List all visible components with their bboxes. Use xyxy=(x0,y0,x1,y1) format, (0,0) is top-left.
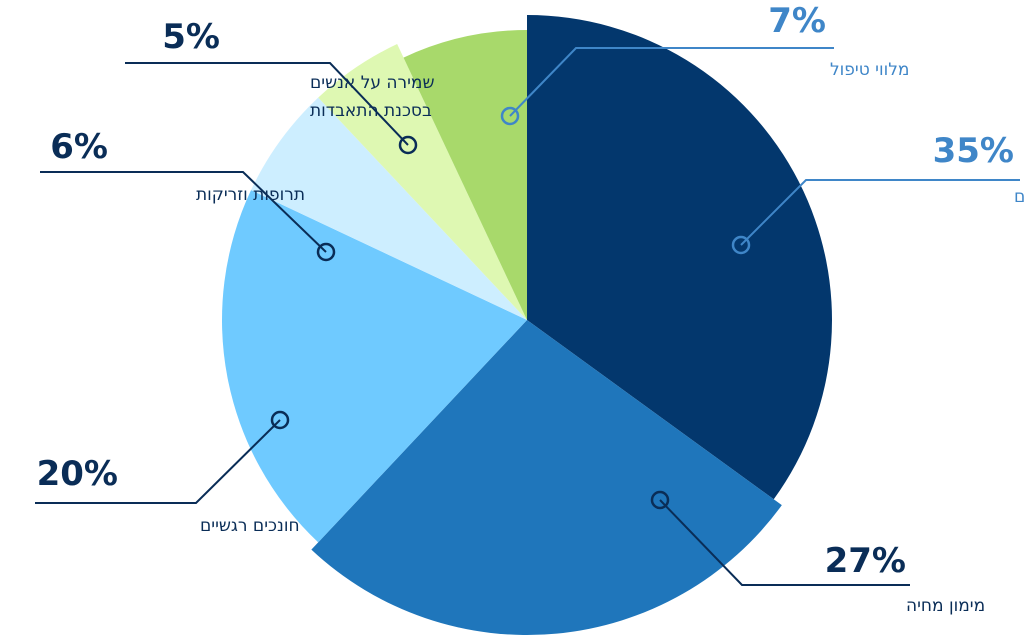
pie-slice xyxy=(403,30,527,320)
slice-category-label: בסכנת התאבדות xyxy=(310,101,432,121)
callout-marker xyxy=(270,410,290,430)
pie-slice xyxy=(318,44,527,321)
callout-line xyxy=(125,62,409,146)
slice-category-label: תרופות וזריקות xyxy=(196,185,305,205)
callout-line xyxy=(659,499,910,586)
callouts: 35% מימון טיפולים 27%מימון מחיה 20% חונכים ר… xyxy=(35,1,1024,616)
callout-marker xyxy=(316,242,336,262)
callout-line xyxy=(509,47,834,117)
slice-percent-label: 20% xyxy=(37,454,118,494)
callout-line xyxy=(35,419,281,504)
slice-percent-label: 5% xyxy=(162,17,220,57)
slice-category-label: שמירה על אנשים xyxy=(310,73,435,93)
callout-marker xyxy=(500,106,520,126)
callout-marker xyxy=(398,135,418,155)
slice-category-label: מימון טיפולים xyxy=(1014,187,1024,207)
slice-category-label: מלווי טיפול xyxy=(830,60,909,80)
slice-category-label: מימון מחיה xyxy=(906,596,985,616)
slice-percent-label: 27% xyxy=(825,541,906,581)
slice-percent-label: 6% xyxy=(50,127,108,167)
pie-slices xyxy=(221,15,832,635)
slice-percent-label: 35% xyxy=(933,131,1014,171)
pie-slice xyxy=(251,97,527,320)
callout-line xyxy=(40,171,327,253)
pie-slice xyxy=(221,190,527,543)
callout-line xyxy=(740,179,1020,246)
callout-marker xyxy=(731,235,751,255)
slice-percent-label: 7% xyxy=(768,1,826,41)
callout-marker xyxy=(650,490,670,510)
pie-slice xyxy=(527,15,832,500)
pie-slice xyxy=(311,320,782,635)
slice-category-label: חונכים רגשיים xyxy=(200,516,300,536)
